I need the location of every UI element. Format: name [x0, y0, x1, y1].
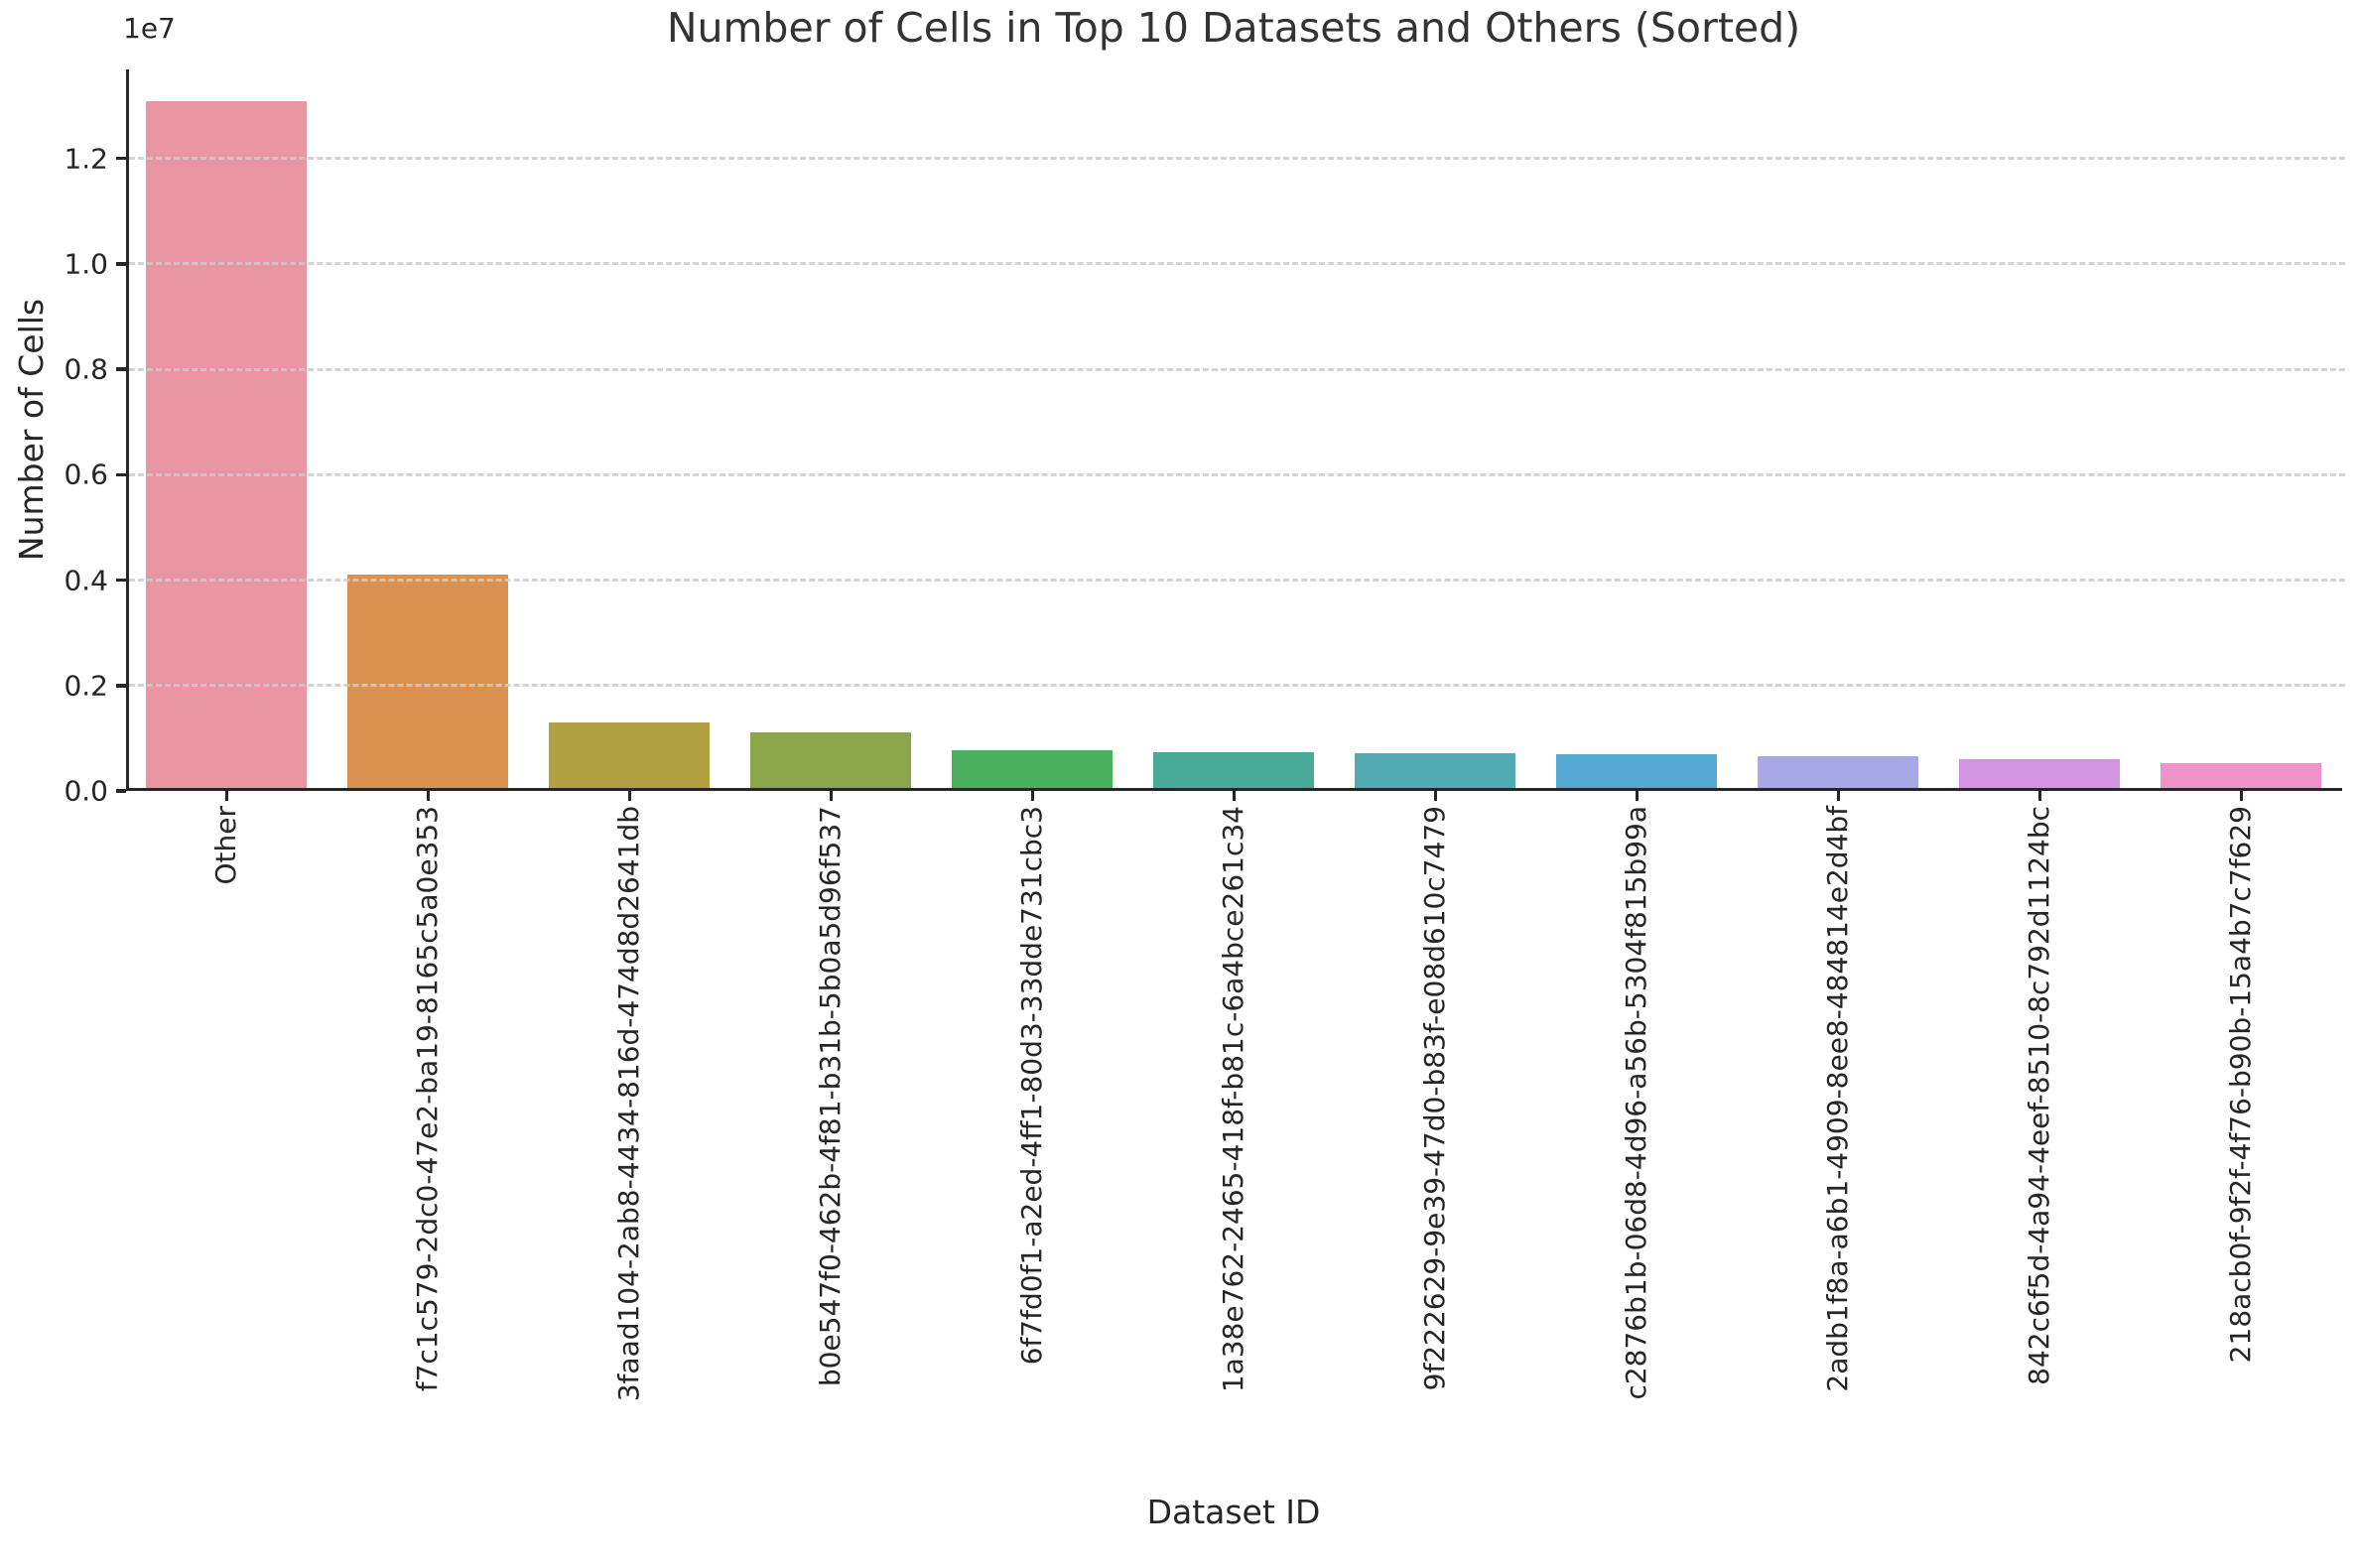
bar: [1152, 751, 1315, 788]
gridline: [129, 472, 2345, 476]
y-tick-label: 0.0: [64, 774, 108, 808]
x-tick-mark: [224, 791, 229, 801]
x-tick-mark: [1232, 791, 1237, 801]
y-tick-mark: [116, 684, 126, 688]
chart-title: Number of Cells in Top 10 Datasets and O…: [666, 4, 1801, 52]
gridline: [129, 367, 2345, 371]
y-tick-label: 0.4: [64, 564, 108, 597]
x-tick-mark: [1635, 791, 1640, 801]
y-tick-label: 1.2: [64, 142, 108, 176]
bar: [2160, 762, 2322, 788]
gridline: [129, 262, 2345, 266]
bar: [1958, 758, 2121, 788]
y-tick-label: 0.8: [64, 352, 108, 386]
y-tick-label: 1.0: [64, 247, 108, 281]
y-tick-mark: [116, 262, 126, 266]
y-tick-mark: [116, 578, 126, 583]
x-tick-label: 3faad104-2ab8-4434-816d-474d8d2641db: [611, 806, 645, 1402]
x-tick-label: 9f222629-9e39-47d0-b83f-e08d610c7479: [1417, 806, 1451, 1391]
gridline: [129, 579, 2345, 583]
bar: [1555, 754, 1718, 788]
x-tick-mark: [2037, 791, 2042, 801]
bar: [951, 749, 1114, 788]
x-tick-label: Other: [208, 806, 242, 885]
x-tick-mark: [1030, 791, 1035, 801]
x-axis-label: Dataset ID: [1146, 1493, 1321, 1531]
x-tick-label: b0e547f0-462b-4f81-b31b-5b0a5d96f537: [813, 806, 847, 1387]
bar: [548, 722, 711, 788]
bar: [749, 732, 912, 788]
bar: [1757, 756, 1919, 788]
gridline: [129, 684, 2345, 688]
bar: [346, 574, 509, 788]
y-tick-mark: [116, 789, 126, 793]
y-tick-label: 0.6: [64, 457, 108, 491]
x-tick-label: 6f7fd0f1-a2ed-4ff1-80d3-33dde731cbc3: [1014, 806, 1048, 1366]
y-tick-mark: [116, 367, 126, 371]
x-tick-label: f7c1c579-2dc0-47e2-ba19-8165c5a0e353: [410, 806, 444, 1392]
x-tick-mark: [2239, 791, 2244, 801]
x-tick-label: 218acb0f-9f2f-4f76-b90b-15a4b7c7f629: [2223, 806, 2257, 1364]
x-tick-label: 1a38e762-2465-418f-b81c-6a4bce261c34: [1216, 806, 1249, 1393]
y-tick-mark: [116, 156, 126, 161]
x-tick-mark: [627, 791, 632, 801]
y-tick-label: 0.2: [64, 669, 108, 703]
gridline: [129, 157, 2345, 161]
x-tick-mark: [1836, 791, 1841, 801]
y-tick-mark: [116, 472, 126, 477]
x-tick-label: 842c6f5d-4a94-4eef-8510-8c792d1124bc: [2022, 806, 2055, 1385]
bar: [1354, 753, 1516, 788]
y-axis-offset-label: 1e7: [123, 12, 176, 45]
x-tick-label: 2adb1f8a-a6b1-4909-8ee8-484814e2d4bf: [1820, 806, 1854, 1392]
x-tick-mark: [426, 791, 431, 801]
x-tick-mark: [829, 791, 834, 801]
x-tick-label: c2876b1b-06d8-4d96-a56b-5304f815b99a: [1619, 806, 1652, 1400]
bar: [145, 101, 308, 788]
y-axis-label: Number of Cells: [12, 298, 51, 562]
plot-area: [126, 69, 2345, 791]
x-tick-mark: [1433, 791, 1438, 801]
